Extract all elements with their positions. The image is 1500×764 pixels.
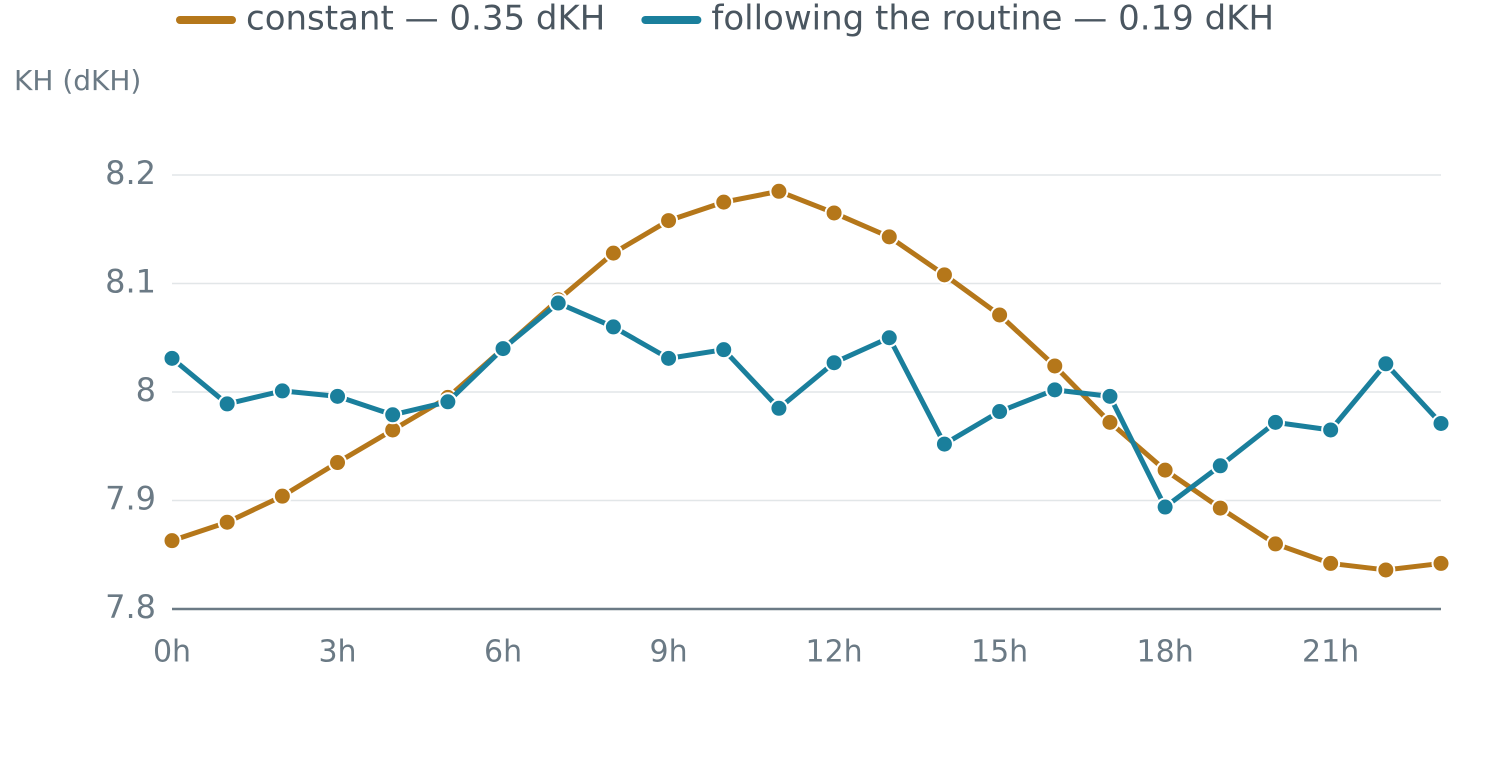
data-point: [1210, 498, 1230, 518]
series-line: [170, 300, 1443, 510]
x-tick-label: 6h: [484, 635, 522, 670]
y-tick-label: 7.8: [105, 588, 156, 626]
data-point: [769, 398, 789, 418]
data-point: [1376, 354, 1396, 374]
data-point: [1321, 553, 1341, 573]
data-point: [1155, 497, 1175, 517]
data-point: [934, 265, 954, 285]
data-point: [162, 348, 182, 368]
y-tick-label: 8: [136, 371, 156, 409]
data-point: [1431, 413, 1451, 433]
data-point: [493, 339, 513, 359]
data-point: [383, 405, 403, 425]
data-point: [879, 227, 899, 247]
x-tick-label: 3h: [318, 635, 356, 670]
data-point: [714, 192, 734, 212]
x-tick-label: 12h: [805, 635, 862, 670]
data-point: [548, 293, 568, 313]
data-point: [1431, 553, 1451, 573]
y-tick-label: 8.1: [105, 263, 156, 301]
data-point: [824, 353, 844, 373]
data-point: [603, 317, 623, 337]
data-point: [1155, 460, 1175, 480]
data-point: [934, 434, 954, 454]
data-point: [1100, 412, 1120, 432]
data-point: [990, 305, 1010, 325]
x-tick-label: 9h: [650, 635, 688, 670]
x-tick-label: 0h: [153, 635, 191, 670]
data-point: [328, 453, 348, 473]
data-point: [272, 486, 292, 506]
data-point: [714, 340, 734, 360]
y-tick-label: 8.2: [105, 154, 156, 192]
data-point: [1100, 386, 1120, 406]
data-point: [1045, 356, 1065, 376]
data-point: [217, 394, 237, 414]
data-point: [990, 402, 1010, 422]
data-point: [1265, 412, 1285, 432]
data-point: [1045, 380, 1065, 400]
data-point: [162, 531, 182, 551]
data-point: [438, 392, 458, 412]
x-tick-label: 18h: [1137, 635, 1194, 670]
data-point: [659, 348, 679, 368]
legend-label: following the routine — 0.19 dKH: [711, 0, 1274, 39]
data-point: [659, 211, 679, 231]
data-point: [328, 386, 348, 406]
data-point: [879, 328, 899, 348]
data-point: [272, 381, 292, 401]
data-point: [1265, 534, 1285, 554]
y-tick-label: 7.9: [105, 480, 156, 518]
data-point: [769, 181, 789, 201]
data-point: [217, 512, 237, 532]
x-tick-label: 15h: [971, 635, 1028, 670]
y-axis-label: KH (dKH): [14, 64, 141, 97]
legend-label: constant — 0.35 dKH: [246, 0, 605, 39]
data-point: [1376, 560, 1396, 580]
x-tick-label: 21h: [1302, 635, 1359, 670]
series-line: [171, 188, 1442, 573]
data-point: [603, 243, 623, 263]
data-point: [824, 203, 844, 223]
data-point: [1321, 420, 1341, 440]
data-point: [1210, 456, 1230, 476]
